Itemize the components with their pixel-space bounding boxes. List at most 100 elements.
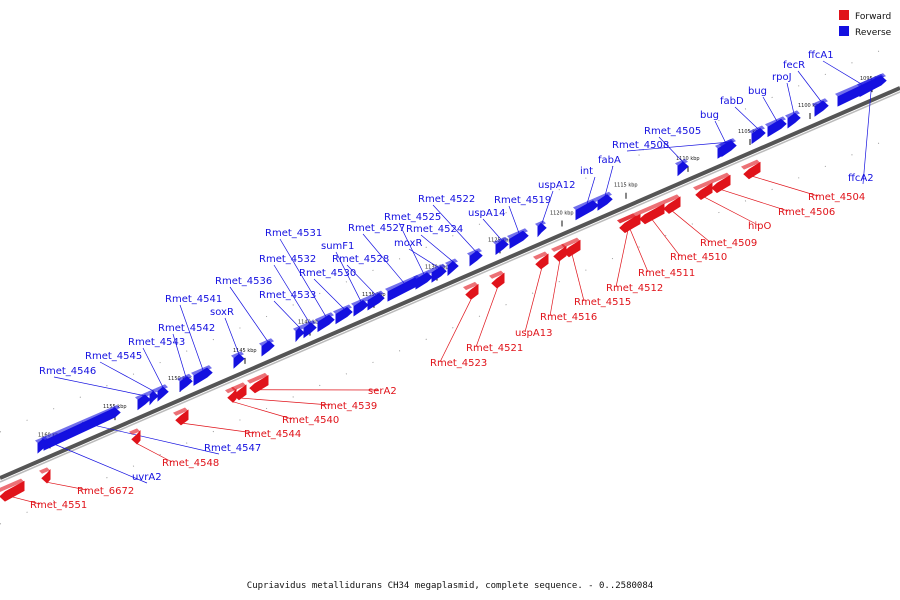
reverse-gene-label: uspA12 — [538, 180, 575, 191]
reverse-gene-arrow — [812, 98, 829, 117]
forward-gene-label: Rmet_4523 — [430, 358, 487, 369]
forward-leader-line — [549, 259, 561, 317]
reverse-gene-arrow — [429, 263, 447, 283]
reverse-gene-arrow — [231, 351, 245, 369]
forward-leader-line — [439, 297, 473, 363]
reverse-leader-line — [273, 264, 311, 324]
reverse-gene-arrow — [155, 384, 169, 402]
gene-arrows — [0, 73, 887, 502]
forward-gene-label: Rmet_4504 — [808, 192, 865, 203]
forward-leader-line — [671, 210, 711, 243]
legend-forward-label: Forward — [855, 12, 891, 22]
reverse-leader-line — [335, 251, 362, 302]
reverse-leader-line — [408, 248, 440, 269]
reverse-leader-line — [482, 218, 503, 241]
forward-gene-label: Rmet_4544 — [244, 429, 301, 440]
reverse-gene-arrow — [535, 220, 547, 238]
reverse-gene-arrow — [301, 320, 317, 339]
forward-gene-arrow — [247, 372, 269, 394]
scale-label: 1145 kbp — [233, 348, 257, 354]
reverse-gene-label: moxR — [394, 238, 422, 249]
reverse-gene-arrow — [293, 325, 305, 343]
forward-swatch — [839, 10, 849, 20]
reverse-gene-label: Rmet_4543 — [128, 337, 185, 348]
reverse-leader-line — [42, 439, 148, 484]
reverse-gene-label: Rmet_4541 — [165, 294, 222, 305]
reverse-gene-label: Rmet_4547 — [204, 443, 261, 454]
reverse-leader-line — [172, 333, 187, 378]
reverse-gene-label: bug — [748, 86, 767, 97]
reverse-gene-arrow — [857, 73, 885, 98]
forward-gene-arrow — [693, 180, 713, 201]
reverse-leader-line — [797, 70, 822, 103]
reverse-gene-label: Rmet_4531 — [265, 228, 322, 239]
reverse-gene-arrow — [445, 258, 459, 276]
forward-gene-arrow — [129, 428, 141, 445]
forward-gene-label: Rmet_4512 — [606, 283, 663, 294]
reverse-gene-label: sumF1 — [321, 241, 354, 252]
forward-leader-line — [231, 401, 293, 420]
forward-gene-arrow — [637, 201, 665, 225]
scale-label: 1115 kbp — [614, 183, 638, 189]
forward-gene-label: serA2 — [368, 386, 397, 397]
reverse-gene-arrow — [135, 392, 151, 411]
forward-gene-label: Rmet_4548 — [162, 458, 219, 469]
forward-leader-line — [11, 496, 41, 505]
reverse-leader-line — [279, 238, 327, 317]
reverse-gene-label: Rmet_4546 — [39, 366, 96, 377]
forward-gene-arrow — [709, 172, 731, 194]
forward-gene-arrow — [0, 478, 25, 502]
scale-label: 1110 kbp — [676, 156, 700, 162]
reverse-gene-arrow — [191, 365, 213, 386]
reverse-leader-line — [81, 422, 220, 455]
forward-leader-line — [475, 286, 499, 348]
forward-gene-label: Rmet_4539 — [320, 401, 377, 412]
forward-gene-arrow — [463, 281, 479, 300]
reverse-gene-label: uspA14 — [468, 208, 505, 219]
forward-gene-arrow — [489, 270, 505, 289]
reverse-gene-label: Rmet_4532 — [259, 254, 316, 265]
forward-gene-label: Rmet_4551 — [30, 500, 87, 511]
reverse-gene-label: fabA — [598, 155, 621, 166]
reverse-gene-label: Rmet_4505 — [644, 126, 701, 137]
reverse-gene-label: Rmet_4527 — [348, 223, 405, 234]
reverse-gene-arrow — [385, 275, 421, 302]
forward-leader-line — [751, 175, 819, 197]
reverse-gene-label: fabD — [720, 96, 744, 107]
forward-gene-label: Rmet_4510 — [670, 252, 727, 263]
forward-gene-label: Rmet_4509 — [700, 238, 757, 249]
reverse-leader-line — [142, 347, 164, 388]
scale-label: 1120 kbp — [550, 210, 574, 216]
reverse-leader-line — [626, 141, 730, 152]
reverse-gene-arrow — [333, 304, 353, 325]
reverse-leader-line — [420, 234, 454, 262]
legend: Forward Reverse — [839, 10, 892, 38]
reverse-swatch — [839, 26, 849, 36]
reverse-leader-line — [541, 190, 554, 224]
map-caption: Cupriavidus metallidurans CH34 megaplasm… — [247, 581, 653, 591]
forward-leader-line — [615, 229, 629, 288]
reverse-gene-arrow — [719, 138, 737, 158]
reverse-leader-line — [273, 300, 301, 329]
reverse-leader-line — [822, 60, 863, 85]
forward-leader-line — [524, 267, 543, 333]
reverse-leader-line — [762, 96, 778, 122]
forward-leader-line — [629, 228, 649, 273]
reverse-leader-line — [604, 165, 614, 196]
reverse-gene-arrow — [573, 197, 599, 221]
forward-leader-line — [720, 189, 789, 212]
reverse-gene-arrow — [467, 248, 483, 267]
forward-gene-arrow — [533, 251, 549, 270]
reverse-leader-line — [362, 233, 405, 284]
forward-gene-label: Rmet_4515 — [574, 297, 631, 308]
reverse-gene-label: ffcA2 — [848, 173, 874, 184]
reverse-leader-line — [734, 106, 759, 130]
reverse-gene-label: uvrA2 — [132, 472, 162, 483]
reverse-leader-line — [313, 278, 345, 310]
reverse-gene-arrow — [493, 236, 509, 256]
gene-labels: ffcA1fecRrpoJbugfabDbugRmet_4505Rmet_450… — [30, 50, 874, 511]
reverse-gene-label: Rmet_4519 — [494, 195, 551, 206]
reverse-gene-arrow — [365, 290, 385, 311]
